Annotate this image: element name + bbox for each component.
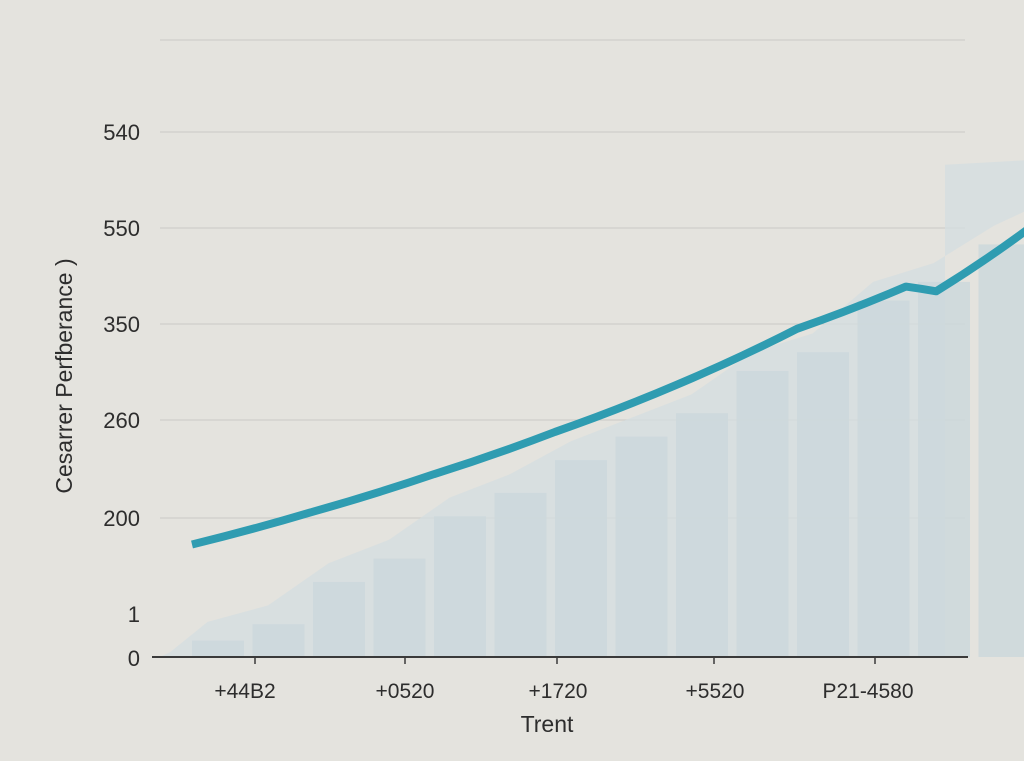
x-axis-label: Trent [521,711,574,737]
y-tick-label-6: 540 [103,120,140,145]
y-tick-label-3: 260 [103,408,140,433]
y-axis-label: Cesarrer Perfberance ) [51,258,77,493]
x-tick-label-0: +44B2 [214,680,275,703]
bar-5 [494,492,547,657]
trend-line [191,227,1024,549]
bar-6 [555,460,607,657]
trend-lines [191,227,1024,549]
bar-7 [615,436,668,657]
y-tick-label-0: 0 [128,646,140,671]
x-axis-ticks: +44B2 +0520 +1720 +5520 P21-4580 [214,680,913,703]
y-tick-label-4: 350 [103,312,140,337]
x-tick-label-2: +1720 [529,680,588,703]
bar-11 [857,300,910,657]
y-axis-ticks: 0 1 200 260 350 550 540 [103,120,140,671]
bar-4 [434,516,486,657]
bar-0 [192,640,244,657]
x-tick-label-3: +5520 [686,680,745,703]
axes [152,656,968,664]
bar-10 [797,352,849,657]
bar-9 [736,370,789,657]
bars [192,244,1024,657]
bar-3 [373,558,426,657]
bar-12 [918,281,970,657]
bar-2 [313,581,365,657]
x-tick-label-1: +0520 [376,680,435,703]
y-tick-label-5: 550 [103,216,140,241]
bar-8 [676,413,728,657]
bar-13 [978,244,1024,657]
y-tick-label-2: 200 [103,506,140,531]
x-tick-label-4: P21-4580 [822,680,913,703]
bar-1 [252,624,305,657]
y-tick-label-1: 1 [128,602,140,627]
